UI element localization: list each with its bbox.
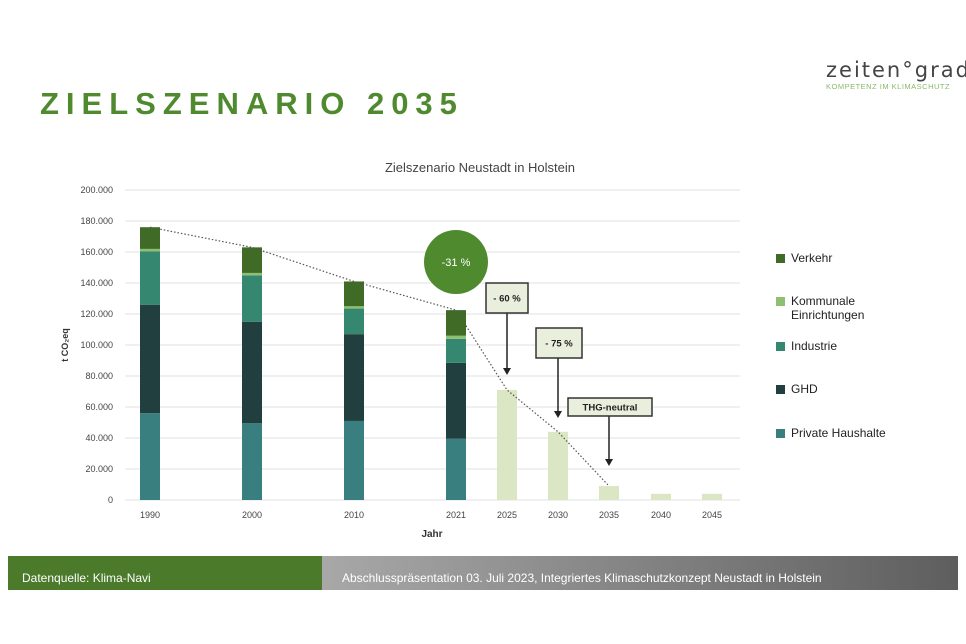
logo-name: zeiten°grad: [826, 58, 966, 82]
bar-segment: [702, 493, 722, 500]
legend-item: Verkehr: [776, 251, 832, 265]
y-tick-label: 40.000: [85, 433, 113, 443]
y-tick-label: 160.000: [80, 247, 113, 257]
y-tick-label: 60.000: [85, 402, 113, 412]
bar-segment-industrie: [344, 308, 364, 335]
legend-swatch: [776, 385, 785, 394]
legend-swatch: [776, 429, 785, 438]
bar-segment-kommunale-einrichtungen: [344, 306, 364, 309]
footer-source: Datenquelle: Klima-Navi: [8, 556, 322, 590]
reduction-label: -31 %: [442, 257, 471, 269]
x-tick-label: 2025: [497, 510, 517, 520]
callout-box: [535, 327, 583, 359]
x-tick-label: 2000: [242, 510, 262, 520]
x-axis-label: Jahr: [421, 529, 442, 540]
x-tick-label: 2010: [344, 510, 364, 520]
arrow-head: [554, 411, 562, 418]
arrow-head: [503, 368, 511, 375]
logo-tagline: KOMPETENZ IM KLIMASCHUTZ: [826, 82, 951, 91]
y-tick-label: 80.000: [85, 371, 113, 381]
y-tick-label: 180.000: [80, 216, 113, 226]
bar-segment-private-haushalte: [344, 420, 364, 500]
legend-label: Kommunale Einrichtungen: [791, 294, 865, 322]
bar-segment-industrie: [140, 251, 160, 305]
legend-item: Kommunale Einrichtungen: [776, 294, 901, 322]
legend-swatch: [776, 342, 785, 351]
x-tick-label: 2040: [651, 510, 671, 520]
y-tick-label: 20.000: [85, 464, 113, 474]
bar-segment: [651, 493, 671, 500]
legend-swatch: [776, 297, 785, 306]
callout-label: - 75 %: [545, 339, 573, 350]
x-tick-label: 2045: [702, 510, 722, 520]
bar-segment-kommunale-einrichtungen: [242, 272, 262, 276]
x-tick-label: 2021: [446, 510, 466, 520]
bar-segment-verkehr: [140, 227, 160, 249]
legend-item: Industrie: [776, 339, 837, 353]
legend-swatch: [776, 254, 785, 263]
slide-title: ZIELSZENARIO 2035: [40, 86, 464, 121]
bar-segment-ghd: [446, 362, 466, 439]
y-tick-label: 140.000: [80, 278, 113, 288]
callout-box: [567, 397, 653, 417]
y-tick-label: 100.000: [80, 340, 113, 350]
chart: Zielszenario Neustadt in Holstein 0 20.000…: [60, 160, 740, 540]
bar-segment-verkehr: [344, 281, 364, 307]
legend-label: Verkehr: [791, 251, 833, 265]
x-tick-label: 2035: [599, 510, 619, 520]
bar-segment-ghd: [344, 334, 364, 421]
callout-label: THG-neutral: [583, 403, 638, 414]
y-tick-label: 0: [108, 495, 113, 505]
bar-segment-kommunale-einrichtungen: [140, 248, 160, 252]
bar-segment-ghd: [140, 304, 160, 414]
arrow-head: [605, 459, 613, 466]
bar-segment: [497, 389, 517, 500]
y-axis-label: t CO₂eq: [60, 328, 70, 362]
bar-segment-private-haushalte: [446, 438, 466, 500]
x-tick-label: 1990: [140, 510, 160, 520]
bar-segment-verkehr: [446, 310, 466, 336]
reduction-circle: [424, 230, 488, 294]
x-tick-label: 2030: [548, 510, 568, 520]
callout-box: [485, 282, 529, 314]
footer-event: Abschlusspräsentation 03. Juli 2023, Int…: [322, 556, 958, 590]
legend-label: Private Haushalte: [791, 426, 886, 440]
callout-label: - 60 %: [493, 294, 521, 305]
y-tick-label: 120.000: [80, 309, 113, 319]
bar-segment-verkehr: [242, 247, 262, 273]
bar-segment-kommunale-einrichtungen: [446, 335, 466, 339]
logo: zeiten°grad KOMPETENZ IM KLIMASCHUTZ: [826, 58, 966, 91]
bar-segment-private-haushalte: [242, 423, 262, 500]
bar-segment: [599, 486, 619, 500]
y-tick-label: 200.000: [80, 185, 113, 195]
bar-segment-ghd: [242, 321, 262, 424]
bar-segment-industrie: [242, 275, 262, 322]
bar-segment-private-haushalte: [140, 413, 160, 500]
bar-segment-industrie: [446, 338, 466, 363]
bar-segment: [548, 431, 568, 500]
legend-label: Industrie: [791, 339, 838, 353]
legend-item: GHD: [776, 382, 818, 396]
legend-item: Private Haushalte: [776, 426, 886, 440]
chart-title: Zielszenario Neustadt in Holstein: [385, 160, 575, 175]
legend-label: GHD: [791, 382, 818, 396]
